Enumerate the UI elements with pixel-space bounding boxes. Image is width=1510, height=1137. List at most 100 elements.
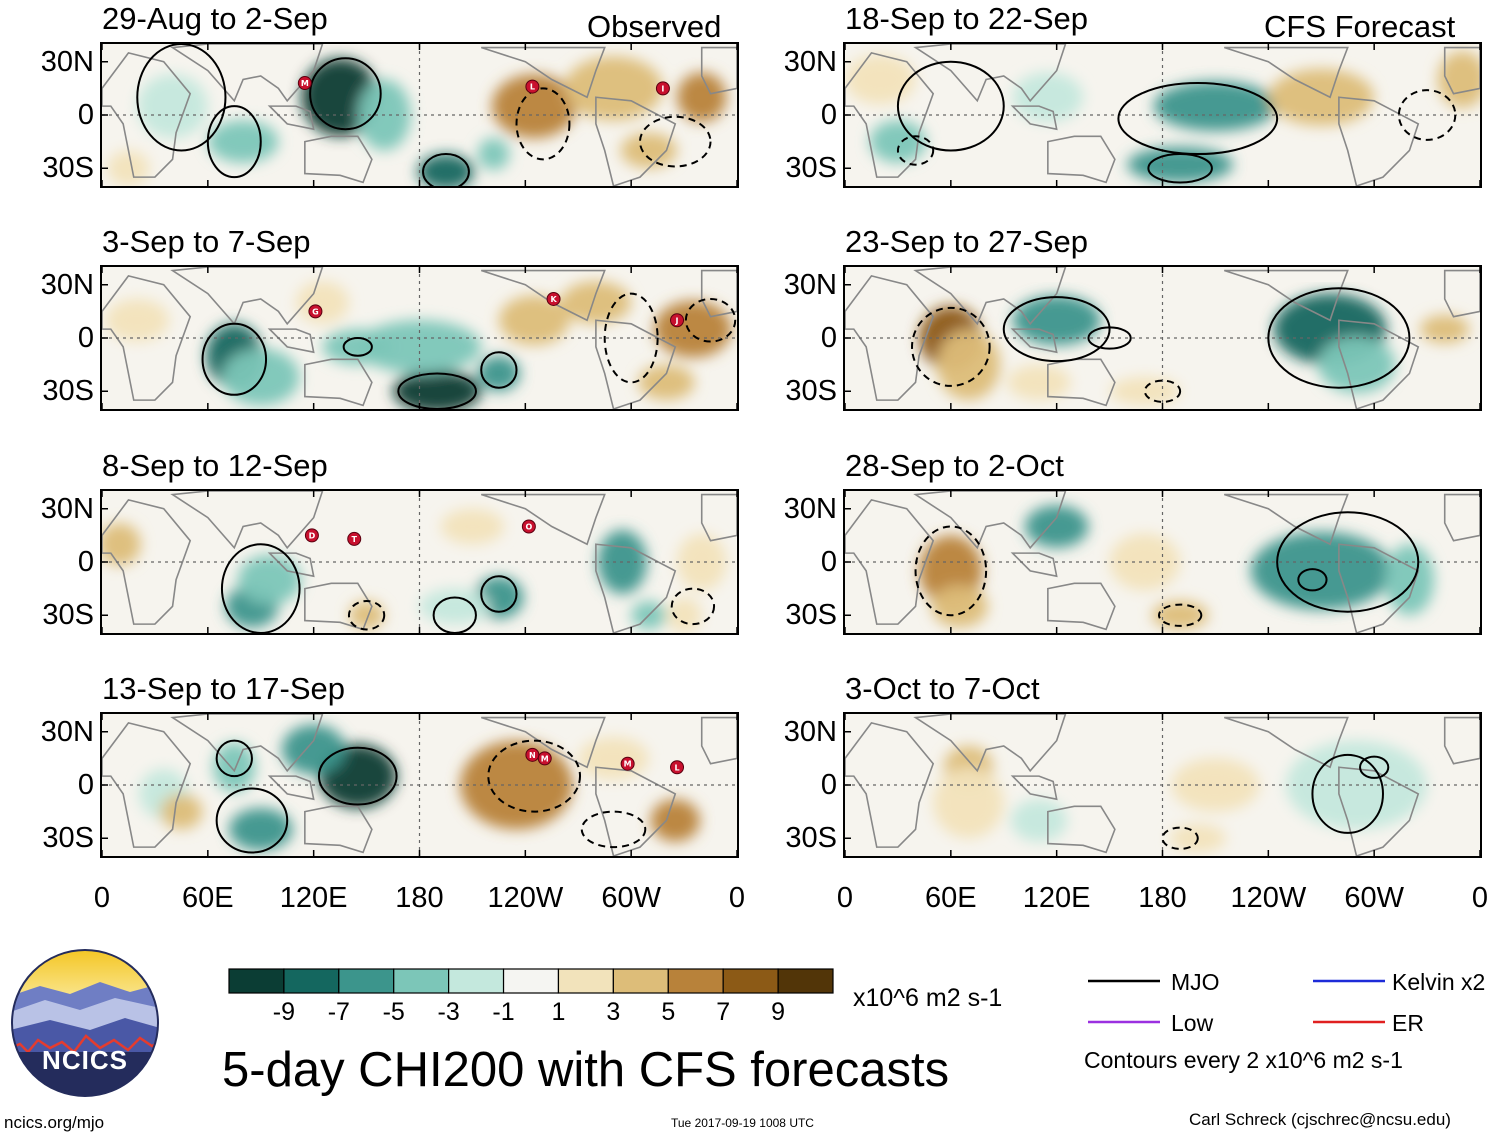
y-tick-label: 30N: [783, 715, 837, 748]
mjo-contour: [1117, 82, 1279, 156]
y-tick-label: 30S: [785, 152, 837, 185]
storm-label: K: [550, 295, 557, 304]
colorbar-tick-label: 5: [661, 998, 676, 1026]
anomaly-blob: [845, 54, 916, 105]
coastline: [480, 716, 606, 769]
map-panel-p7: [843, 489, 1482, 635]
y-tick-label: 0: [820, 546, 837, 578]
mjo-contour: [670, 587, 716, 626]
mjo-contour: [201, 322, 268, 396]
storm-label: T: [352, 535, 358, 544]
coastline: [1047, 135, 1116, 184]
y-tick-label: 30N: [783, 268, 837, 301]
coastline: [845, 498, 935, 625]
map-svg: D T O: [102, 491, 737, 633]
colorbar-tick-label: -7: [327, 998, 350, 1026]
mjo-contour: [1087, 326, 1132, 350]
anomaly-blob: [1024, 505, 1089, 548]
y-tick-label: 30S: [42, 599, 94, 632]
mjo-contour: [309, 57, 382, 131]
mjo-contour: [1397, 89, 1457, 141]
observed-tag: Observed: [587, 9, 722, 44]
anomaly-blob: [417, 154, 475, 186]
y-tick-label: 0: [77, 322, 94, 354]
coastline: [700, 716, 737, 765]
y-tick-label: 30N: [783, 45, 837, 78]
storm-label: G: [312, 307, 319, 316]
coastline: [102, 498, 192, 625]
coastline: [1443, 493, 1480, 542]
anomaly-blob: [1420, 314, 1470, 344]
coastline: [913, 44, 1067, 103]
storm-label: M: [301, 79, 309, 88]
y-tick-label: 30N: [40, 268, 94, 301]
mjo-contour: [1002, 296, 1111, 363]
colorbar-swatch: [338, 968, 395, 994]
panel-title: 13-Sep to 17-Sep: [102, 671, 346, 706]
y-tick-label: 30N: [783, 492, 837, 525]
coastline: [267, 552, 315, 578]
coastline: [304, 582, 373, 631]
anomaly-blob: [477, 355, 521, 392]
anomaly-blob: [296, 281, 349, 324]
coastline: [304, 135, 373, 184]
anomaly-blob: [1384, 544, 1435, 616]
map-panel-p2: G K J: [100, 265, 739, 411]
coastline: [700, 269, 737, 318]
x-tick-label: 120E: [279, 882, 348, 914]
storm-marker: M: [297, 76, 312, 91]
anomaly-blob: [229, 808, 293, 851]
mjo-contour: [1157, 603, 1203, 627]
mjo-contour: [397, 372, 477, 409]
mjo-contour: [1359, 755, 1390, 779]
coastline: [102, 51, 192, 178]
coastline: [845, 51, 935, 178]
colorbar: [228, 968, 834, 994]
x-tick-label: 180: [395, 882, 444, 914]
storm-label: M: [541, 754, 549, 763]
logo-graphic: [11, 949, 159, 1097]
y-tick-label: 0: [820, 322, 837, 354]
anomaly-blob: [620, 132, 678, 169]
x-tick-label: 120E: [1022, 882, 1091, 914]
storm-label: O: [525, 523, 532, 532]
anomaly-blob: [105, 298, 170, 342]
mjo-contour: [580, 810, 647, 849]
coastline: [1010, 328, 1058, 354]
anomaly-blob: [419, 588, 491, 625]
anomaly-blob: [1317, 336, 1396, 394]
y-tick-label: 30S: [785, 822, 837, 855]
footer-url[interactable]: ncics.org/mjo: [4, 1113, 105, 1132]
colorbar-units: x10^6 m2 s-1: [853, 984, 1003, 1012]
coastline: [700, 46, 737, 95]
storm-label: M: [624, 760, 632, 769]
coastline: [845, 274, 935, 401]
coastline: [1443, 46, 1480, 95]
anomaly-blob: [1171, 758, 1260, 812]
map-svg: [845, 714, 1480, 856]
legend-swatches: [1088, 979, 1385, 1024]
legend-mjo-label: MJO: [1171, 969, 1220, 995]
coastline: [102, 721, 192, 848]
map-svg: N MM L: [102, 714, 737, 856]
map-panel-p3: D T O: [100, 489, 739, 635]
mjo-contour: [136, 44, 227, 152]
coastline: [1338, 543, 1420, 633]
y-tick-label: 0: [820, 769, 837, 801]
anomaly-blob: [677, 72, 727, 123]
anomaly-blob: [1109, 377, 1181, 406]
colorbar-swatch: [393, 968, 450, 994]
chart-title: 5-day CHI200 with CFS forecasts: [222, 1043, 950, 1097]
storm-marker: K: [546, 291, 561, 306]
mjo-contour: [342, 337, 373, 357]
x-tick-label: 60W: [601, 882, 661, 914]
coastline: [700, 493, 737, 542]
y-tick-label: 30S: [42, 822, 94, 855]
panel-title: 3-Oct to 7-Oct: [845, 671, 1040, 706]
mjo-contour: [220, 543, 301, 633]
storm-marker: G: [308, 304, 323, 319]
colorbar-tick-label: 9: [771, 998, 786, 1026]
mjo-contour: [638, 115, 712, 168]
x-tick-label: 60E: [925, 882, 977, 914]
